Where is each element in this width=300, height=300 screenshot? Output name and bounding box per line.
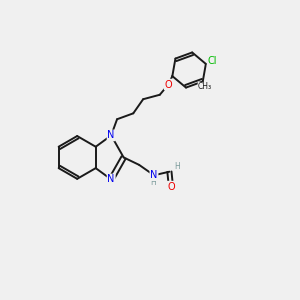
Text: H: H: [174, 162, 180, 171]
Text: N: N: [150, 170, 158, 180]
Text: Cl: Cl: [208, 56, 217, 66]
Text: N: N: [107, 174, 115, 184]
Text: O: O: [167, 182, 175, 192]
Text: CH₃: CH₃: [198, 82, 212, 91]
Text: N: N: [107, 130, 115, 140]
Text: H: H: [150, 178, 156, 187]
Text: O: O: [165, 80, 172, 89]
